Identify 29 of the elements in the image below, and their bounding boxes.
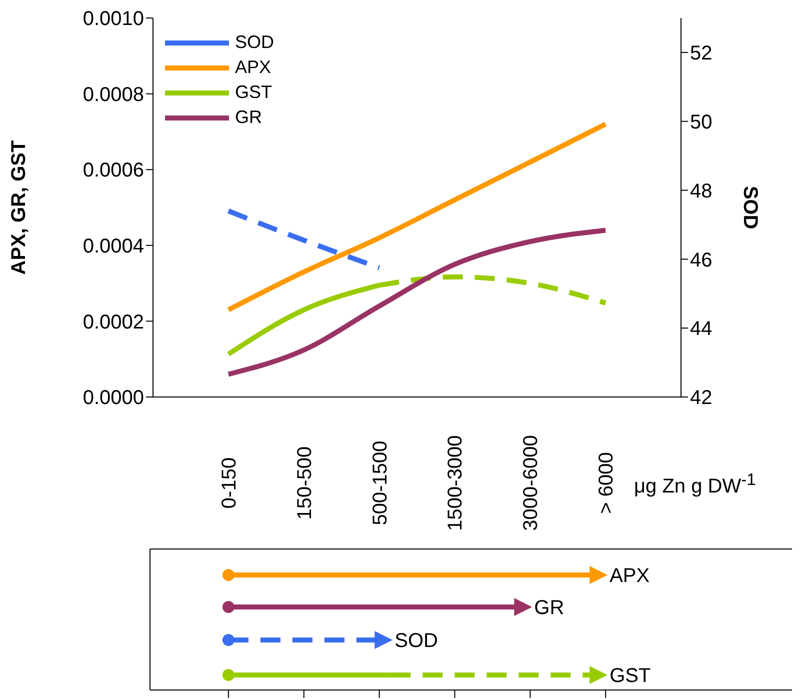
x-tick-label: 3000-6000 bbox=[520, 435, 542, 531]
y-tick-label: 0.0004 bbox=[82, 236, 144, 258]
y2-tick-label: 52 bbox=[690, 42, 712, 65]
x-tick-label: 150-500 bbox=[294, 446, 316, 520]
y2-tick-label: 50 bbox=[690, 111, 712, 134]
y-tick-label: 0.0006 bbox=[82, 160, 144, 182]
y-axis-title: APX, GR, GST bbox=[8, 140, 30, 275]
y2-tick-label: 42 bbox=[690, 387, 712, 410]
y2-tick-label: 48 bbox=[690, 180, 712, 202]
x-tick-label: > 6000 bbox=[596, 452, 618, 514]
legend-label: SOD bbox=[235, 32, 274, 53]
text: SOD bbox=[394, 630, 438, 652]
text: APX bbox=[610, 565, 650, 587]
y2-tick-label: 44 bbox=[690, 318, 712, 340]
legend-label: GST bbox=[235, 82, 272, 103]
y-tick-label: 0.0000 bbox=[82, 387, 144, 410]
y-tick-label: 0.0002 bbox=[82, 311, 144, 334]
x-tick-label: 500-1500 bbox=[369, 440, 392, 526]
legend-label: APX bbox=[235, 57, 272, 78]
y2-tick-label: 46 bbox=[690, 249, 712, 272]
x-tick-label: 1500-3000 bbox=[444, 435, 467, 531]
text: GR bbox=[534, 597, 564, 619]
x-tick-label: 0-150 bbox=[218, 457, 240, 509]
y-tick-label: 0.0008 bbox=[82, 84, 144, 106]
legend-label: GR bbox=[235, 107, 262, 128]
x-axis-title: μg Zn g DW$^{-1}$ bbox=[634, 470, 756, 499]
text: GST bbox=[610, 665, 651, 687]
y-tick-label: 0.0010 bbox=[82, 8, 144, 30]
y2-axis-title: SOD bbox=[738, 186, 761, 230]
